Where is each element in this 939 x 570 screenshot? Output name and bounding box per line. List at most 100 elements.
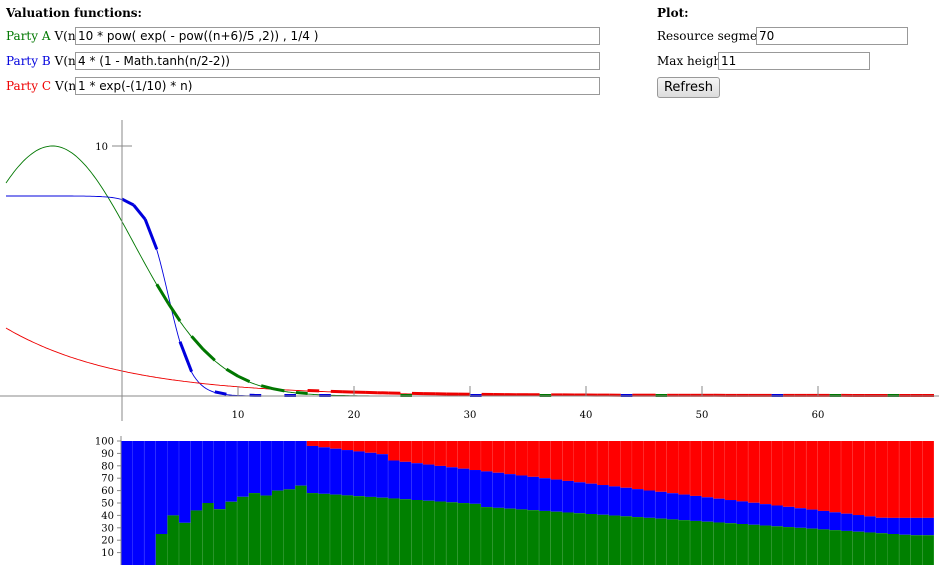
- bar-party-c: [481, 441, 493, 472]
- bar-party-c: [748, 441, 760, 503]
- bar-party-a: [550, 511, 563, 566]
- bar-party-a: [457, 503, 470, 566]
- bar-party-b: [225, 441, 238, 502]
- maxheight-label: Max height:: [657, 54, 730, 68]
- segment-mark: [295, 391, 308, 395]
- refresh-button[interactable]: Refresh: [657, 77, 720, 98]
- bar-party-b: [771, 505, 784, 527]
- bar-party-a: [399, 499, 412, 566]
- bar-party-c: [620, 441, 633, 488]
- bar-party-a: [341, 495, 354, 565]
- bar-party-b: [306, 445, 319, 494]
- bar-party-b: [817, 510, 830, 530]
- bar-party-b: [202, 441, 214, 503]
- bar-party-c: [724, 441, 737, 501]
- bar-party-b: [597, 485, 609, 515]
- bar-party-c: [713, 441, 725, 499]
- bar-party-b: [353, 451, 365, 497]
- segments-input[interactable]: [756, 27, 908, 45]
- bar-party-a: [202, 503, 214, 565]
- bar-party-a: [446, 502, 458, 565]
- bar-party-a: [864, 532, 876, 566]
- segment-mark: [155, 283, 170, 305]
- party-c-curve: [5, 327, 934, 397]
- bar-party-c: [794, 441, 807, 509]
- bar-y-tick-label: 20: [101, 536, 114, 547]
- segment-mark: [225, 367, 239, 378]
- bar-party-c: [922, 441, 934, 518]
- bar-party-c: [643, 441, 656, 491]
- bar-party-a: [608, 515, 621, 565]
- segment-mark: [237, 374, 251, 383]
- bar-party-b: [121, 441, 133, 565]
- party-a-function-input[interactable]: [75, 27, 600, 45]
- bar-party-b: [701, 497, 714, 522]
- bar-party-c: [492, 441, 505, 473]
- bar-party-a: [899, 534, 911, 565]
- bar-party-b: [179, 441, 191, 523]
- maxheight-input[interactable]: [718, 52, 870, 70]
- bar-party-b: [330, 448, 342, 495]
- bar-party-c: [817, 441, 830, 511]
- bar-party-a: [527, 510, 540, 565]
- bar-party-a: [225, 501, 238, 565]
- bar-party-a: [852, 531, 865, 566]
- bar-party-b: [783, 506, 795, 528]
- x-tick-label: 60: [812, 410, 825, 421]
- bar-party-a: [759, 525, 772, 566]
- bar-party-c: [306, 441, 319, 446]
- bar-party-a: [190, 510, 203, 565]
- bar-party-b: [643, 490, 656, 518]
- bar-party-b: [608, 486, 621, 516]
- x-tick-label: 10: [232, 410, 245, 421]
- bar-y-tick-label: 80: [101, 461, 114, 472]
- bar-party-a: [713, 522, 725, 565]
- bar-party-a: [701, 521, 714, 565]
- party-c-function-input[interactable]: [75, 77, 600, 95]
- bar-party-a: [155, 534, 168, 565]
- bar-y-tick-label: 10: [101, 548, 114, 559]
- bar-party-b: [899, 517, 911, 535]
- bar-party-a: [469, 503, 482, 566]
- bar-party-b: [620, 487, 633, 517]
- bar-party-a: [481, 507, 493, 566]
- bar-party-b: [922, 517, 934, 536]
- bar-party-b: [167, 441, 180, 516]
- bar-party-b: [794, 508, 807, 528]
- bar-party-b: [341, 450, 354, 496]
- bar-party-a: [260, 495, 272, 565]
- bar-party-b: [295, 441, 307, 486]
- bar-party-b: [469, 470, 482, 504]
- bar-party-b: [481, 471, 493, 508]
- bar-party-b: [260, 441, 272, 496]
- bar-party-b: [748, 502, 760, 525]
- bar-party-a: [237, 496, 249, 565]
- bar-party-a: [283, 489, 296, 565]
- bar-party-b: [504, 474, 516, 509]
- bar-party-b: [573, 482, 586, 514]
- bar-party-c: [910, 441, 923, 518]
- bar-party-a: [573, 513, 586, 566]
- bar-party-a: [167, 515, 180, 565]
- bar-y-tick-label: 60: [101, 486, 114, 497]
- bar-party-a: [271, 490, 284, 565]
- bar-party-c: [446, 441, 458, 468]
- bar-party-b: [318, 447, 331, 494]
- segment-mark: [132, 204, 147, 221]
- party-b-function-input[interactable]: [75, 52, 600, 70]
- bar-party-a: [515, 509, 528, 565]
- y-tick-label: 10: [95, 142, 108, 153]
- bar-party-b: [724, 500, 737, 524]
- bar-y-tick-label: 40: [101, 511, 114, 522]
- bar-party-c: [469, 441, 482, 471]
- valuation-title: Valuation functions:: [6, 6, 142, 20]
- bar-party-b: [539, 478, 551, 511]
- bar-party-c: [376, 441, 389, 455]
- bar-party-b: [283, 441, 296, 490]
- bar-party-c: [388, 441, 400, 461]
- bar-party-b: [515, 475, 528, 510]
- bar-party-b: [434, 465, 447, 502]
- bar-party-a: [806, 528, 818, 565]
- bar-party-b: [446, 467, 458, 503]
- bar-party-b: [887, 517, 900, 534]
